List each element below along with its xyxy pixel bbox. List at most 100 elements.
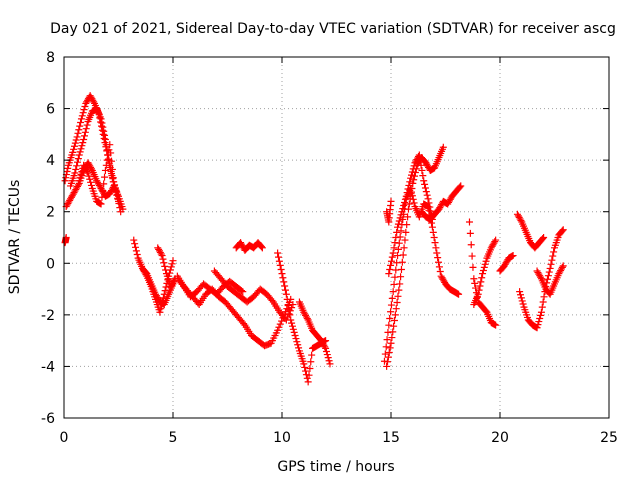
data-point-marker	[421, 184, 429, 192]
axis-ticks: 0 5 10 15 20 25 -6 -4 -2 0 2 4 6 8	[41, 50, 618, 446]
data-point-marker	[535, 318, 543, 326]
series-sat-l	[232, 239, 266, 254]
data-point-marker	[108, 170, 116, 178]
data-point-marker	[97, 115, 105, 123]
data-point-marker	[383, 336, 391, 344]
data-point-marker	[408, 168, 416, 176]
data-point-marker	[466, 229, 474, 237]
data-point-marker	[86, 175, 94, 183]
data-point-marker	[382, 343, 390, 351]
data-point-marker	[81, 103, 89, 111]
data-point-marker	[277, 265, 285, 273]
grid-lines	[64, 57, 609, 418]
data-point-marker	[101, 166, 109, 174]
data-point-marker	[75, 151, 83, 159]
y-axis-label: SDTVAR / TECUs	[7, 180, 23, 295]
data-point-marker	[427, 207, 435, 215]
data-point-marker	[73, 162, 81, 170]
data-point-marker	[77, 118, 85, 126]
data-point-marker	[293, 338, 301, 346]
series-sat-d	[75, 141, 118, 208]
series-sat-r	[383, 197, 395, 226]
data-point-marker	[384, 328, 392, 336]
data-point-marker	[77, 115, 85, 123]
data-point-marker	[119, 205, 127, 213]
data-point-marker	[479, 267, 487, 275]
data-point-marker	[85, 172, 93, 180]
data-point-marker	[274, 326, 282, 334]
series-sat-v	[496, 252, 517, 275]
series-sat-w	[513, 210, 548, 252]
data-point-marker	[133, 251, 141, 259]
data-point-marker	[393, 228, 401, 236]
data-point-marker	[475, 286, 483, 294]
data-point-marker	[407, 171, 415, 179]
data-point-marker	[387, 308, 395, 316]
data-point-marker	[549, 252, 557, 260]
data-point-marker	[76, 148, 84, 156]
series-sat-y	[533, 262, 567, 298]
data-point-marker	[425, 199, 433, 207]
data-point-marker	[394, 245, 402, 253]
y-tick-label: -2	[41, 308, 55, 324]
data-point-marker	[80, 132, 88, 140]
data-point-marker	[391, 311, 399, 319]
y-tick-label: -6	[41, 411, 55, 427]
data-point-marker	[87, 178, 95, 186]
data-point-marker	[240, 320, 248, 328]
data-point-marker	[74, 181, 82, 189]
data-point-marker	[292, 335, 300, 343]
x-tick-label: 10	[273, 430, 291, 446]
data-point-marker	[381, 350, 389, 358]
data-point-marker	[280, 278, 288, 286]
data-point-marker	[168, 260, 176, 268]
data-point-marker	[302, 367, 310, 375]
data-point-marker	[393, 298, 401, 306]
data-point-marker	[158, 301, 166, 309]
data-point-marker	[77, 145, 85, 153]
data-point-marker	[544, 275, 552, 283]
data-point-marker	[480, 263, 488, 271]
data-point-marker	[424, 195, 432, 203]
data-point-marker	[409, 195, 417, 203]
data-point-marker	[517, 294, 525, 302]
data-point-marker	[80, 106, 88, 114]
data-point-marker	[100, 180, 108, 188]
data-point-marker	[402, 228, 410, 236]
data-point-marker	[304, 378, 312, 386]
data-point-marker	[401, 236, 409, 244]
data-point-marker	[544, 272, 552, 280]
data-point-marker	[517, 216, 525, 224]
data-point-marker	[325, 357, 333, 365]
data-point-marker	[72, 136, 80, 144]
data-point-marker	[82, 125, 90, 133]
data-point-marker	[432, 244, 440, 252]
data-point-marker	[385, 270, 393, 278]
data-point-marker	[108, 165, 116, 173]
data-point-marker	[83, 121, 91, 129]
data-point-marker	[477, 278, 485, 286]
data-point-marker	[74, 158, 82, 166]
data-point-marker	[391, 273, 399, 281]
data-point-marker	[72, 165, 80, 173]
data-point-marker	[398, 208, 406, 216]
data-point-marker	[537, 311, 545, 319]
data-point-marker	[409, 179, 417, 187]
data-point-marker	[274, 249, 282, 257]
data-point-marker	[470, 275, 478, 283]
data-point-marker	[550, 248, 558, 256]
data-point-marker	[268, 296, 276, 304]
data-point-marker	[519, 300, 527, 308]
data-point-marker	[300, 360, 308, 368]
data-point-marker	[107, 149, 115, 157]
data-point-marker	[415, 151, 423, 159]
data-point-marker	[392, 266, 400, 274]
data-point-marker	[439, 143, 447, 151]
data-point-marker	[106, 141, 114, 149]
data-point-marker	[435, 258, 443, 266]
data-point-marker	[142, 271, 150, 279]
data-point-marker	[540, 234, 548, 241]
data-point-marker	[394, 223, 402, 231]
data-point-marker	[76, 174, 84, 182]
data-point-marker	[390, 244, 398, 252]
